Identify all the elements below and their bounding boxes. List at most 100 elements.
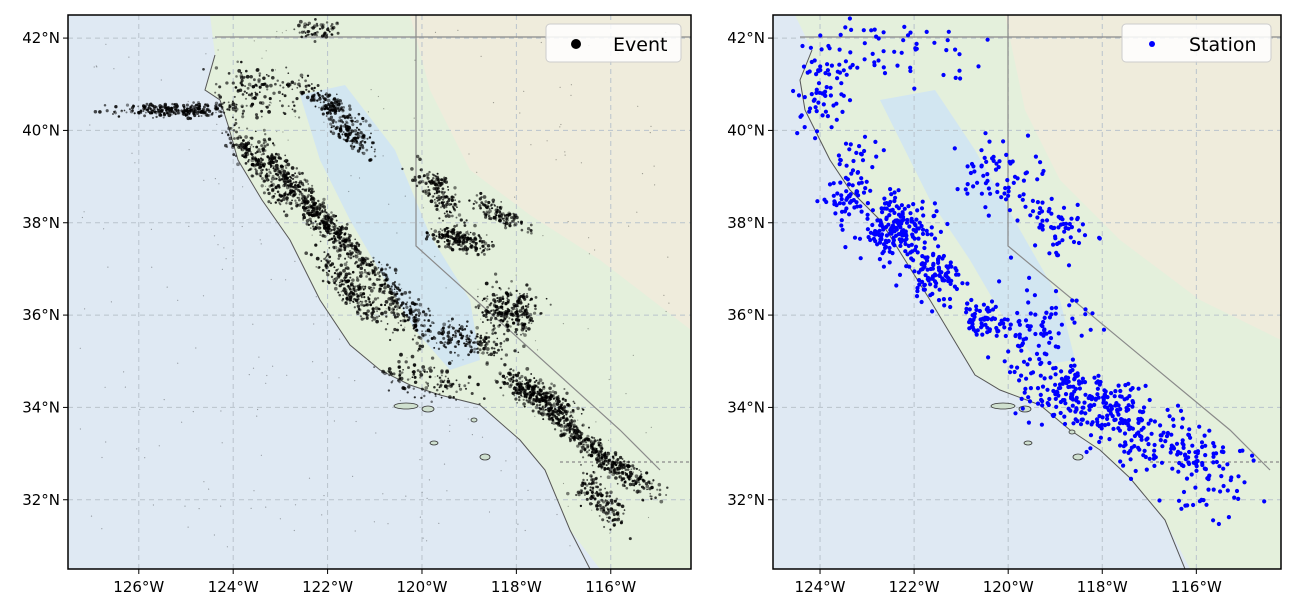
event-point [478, 344, 480, 346]
station-point [842, 94, 846, 98]
event-point [528, 303, 530, 305]
event-point [327, 99, 331, 103]
event-point [522, 344, 526, 348]
event-point [441, 375, 443, 377]
event-point [537, 382, 541, 386]
event-point [285, 214, 289, 218]
event-point [629, 483, 632, 486]
event-point [566, 492, 569, 495]
station-point [800, 44, 804, 48]
event-point [502, 394, 504, 396]
event-point [575, 494, 577, 496]
event-point [599, 438, 602, 441]
event-point [327, 253, 330, 256]
event-point [282, 195, 285, 198]
event-point [340, 226, 343, 229]
event-point [564, 151, 565, 152]
event-point [341, 239, 344, 242]
event-point [302, 184, 304, 186]
event-point [418, 157, 422, 161]
event-point [601, 518, 604, 521]
event-point [541, 394, 542, 395]
event-point [246, 105, 248, 107]
event-point [295, 175, 298, 178]
x-tick-label: 126°W [113, 578, 164, 596]
event-point [284, 173, 288, 177]
event-point [402, 328, 405, 331]
event-point [276, 131, 277, 132]
event-point [243, 85, 245, 87]
station-point [879, 237, 883, 241]
station-point [836, 70, 840, 74]
station-point [1071, 421, 1075, 425]
station-point [899, 240, 903, 244]
event-point [214, 235, 215, 236]
event-point [330, 211, 333, 214]
event-point [282, 174, 284, 176]
event-point [263, 142, 265, 144]
event-point [436, 205, 438, 207]
event-point [259, 86, 262, 89]
event-point [612, 457, 614, 459]
event-point [296, 185, 299, 188]
event-point [516, 313, 518, 315]
event-point [252, 324, 253, 325]
event-point [506, 314, 508, 316]
event-point [490, 310, 492, 312]
station-point [942, 297, 946, 301]
event-point [236, 162, 240, 166]
event-point [498, 300, 501, 303]
event-point [502, 296, 504, 298]
event-point [590, 486, 592, 488]
event-point [327, 103, 330, 106]
event-point [356, 302, 358, 304]
event-point [617, 483, 619, 485]
station-point [1069, 395, 1073, 399]
station-point [1028, 399, 1032, 403]
station-point [1060, 377, 1064, 381]
event-point [479, 348, 482, 351]
event-point [131, 106, 134, 109]
station-point [1203, 434, 1207, 438]
event-point [372, 257, 374, 259]
station-point [1024, 377, 1028, 381]
event-point [509, 368, 511, 370]
event-point [515, 387, 518, 390]
event-point [310, 227, 312, 229]
event-point [356, 278, 359, 281]
event-point [351, 278, 355, 282]
station-point [880, 251, 884, 255]
event-point [523, 399, 525, 401]
event-point [354, 306, 356, 308]
event-point [275, 69, 276, 70]
event-point [494, 295, 496, 297]
event-point [532, 410, 535, 413]
event-point [447, 326, 450, 329]
event-point [233, 137, 236, 140]
event-point [257, 78, 261, 82]
station-point [869, 231, 873, 235]
event-point [401, 386, 405, 390]
event-point [469, 335, 471, 337]
event-point [429, 330, 432, 333]
event-point [485, 206, 487, 208]
event-point [405, 196, 406, 197]
event-point [271, 76, 275, 80]
event-point [498, 215, 501, 218]
event-point [659, 489, 662, 492]
event-point [500, 315, 502, 317]
event-point [282, 87, 284, 89]
event-point [524, 406, 526, 408]
event-point [461, 334, 463, 336]
station-point [1056, 394, 1060, 398]
event-point [508, 213, 511, 216]
station-point [1027, 421, 1031, 425]
event-point [404, 317, 406, 319]
station-point [798, 115, 802, 119]
event-point [374, 273, 377, 276]
event-point [506, 320, 508, 322]
event-point [235, 155, 237, 157]
event-point [472, 207, 475, 210]
event-point [525, 367, 529, 371]
station-point [797, 93, 801, 97]
